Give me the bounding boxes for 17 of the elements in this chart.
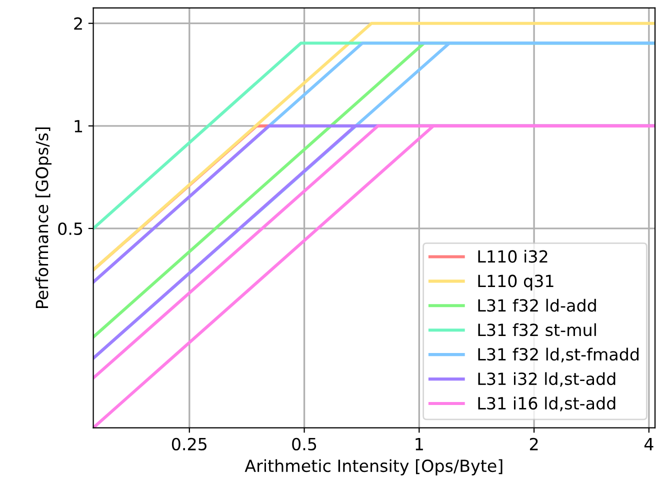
legend-label: L31 f32 ld,st-fmadd	[478, 348, 639, 362]
legend-label: L31 i32 ld,st-add	[478, 372, 616, 387]
y-tick-label: 2	[74, 17, 82, 30]
x-tick-label: 2	[530, 438, 538, 450]
x-axis-title: Arithmetic Intensity [Ops/Byte]	[244, 459, 502, 476]
x-tick-label: 4	[644, 438, 654, 450]
legend-label: L31 f32 st-mul	[478, 323, 596, 336]
legend-label: L31 f32 ld-add	[478, 298, 596, 312]
y-tick-label: 0.5	[58, 222, 82, 236]
x-tick-label: 0.25	[172, 438, 206, 450]
legend-label: L110 i32	[478, 250, 548, 263]
x-tick-label: 0.5	[292, 438, 316, 450]
legend-label: L31 i16 ld,st-add	[478, 396, 616, 412]
legend-label: L110 q31	[478, 274, 554, 290]
y-axis-title: Performance [GOps/s]	[35, 128, 52, 308]
y-tick-label: 1	[74, 120, 82, 132]
x-tick-label: 1	[416, 438, 423, 450]
